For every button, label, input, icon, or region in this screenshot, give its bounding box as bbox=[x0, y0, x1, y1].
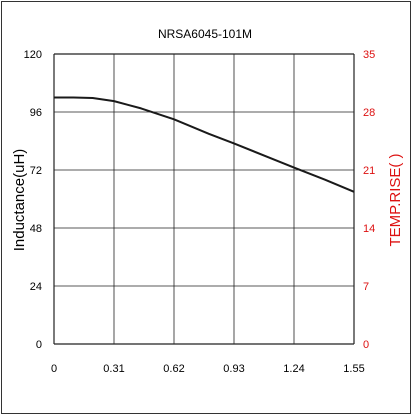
y2-tick-label: 7 bbox=[363, 281, 369, 293]
x-tick-label: 1.24 bbox=[283, 363, 304, 375]
y-tick-label: 120 bbox=[24, 49, 42, 61]
x-tick-label: 0 bbox=[51, 363, 57, 375]
y2-tick-label: 0 bbox=[363, 339, 369, 351]
x-tick-label: 1.55 bbox=[343, 363, 364, 375]
y2-tick-label: 14 bbox=[363, 223, 375, 235]
y-tick-label: 72 bbox=[30, 165, 42, 177]
chart-title: NRSA6045-101M bbox=[158, 27, 252, 41]
y2-tick-label: 21 bbox=[363, 165, 375, 177]
x-tick-label: 0.93 bbox=[223, 363, 244, 375]
x-tick-label: 0.62 bbox=[163, 363, 184, 375]
series-layer bbox=[54, 96, 355, 193]
x-tick-label: 0.31 bbox=[103, 363, 124, 375]
x-tick-labels: 0 0.31 0.62 0.93 1.24 1.55 bbox=[51, 363, 365, 375]
y2-tick-label: 35 bbox=[363, 49, 375, 61]
grid bbox=[53, 53, 355, 345]
y-tick-label: 24 bbox=[30, 281, 42, 293]
y2-axis-label: TEMP.RISE( ) bbox=[387, 153, 404, 246]
y2-tick-label: 28 bbox=[363, 107, 375, 119]
left-tick-labels: 0 24 48 72 96 120 bbox=[24, 49, 42, 351]
inductance-series-line bbox=[54, 96, 355, 193]
y-axis-label: Inductance(uH) bbox=[11, 149, 28, 252]
y-tick-label: 96 bbox=[30, 107, 42, 119]
right-tick-labels: 0 7 14 21 28 35 bbox=[363, 49, 375, 351]
y-tick-label: 0 bbox=[36, 339, 42, 351]
y-tick-label: 48 bbox=[30, 223, 42, 235]
